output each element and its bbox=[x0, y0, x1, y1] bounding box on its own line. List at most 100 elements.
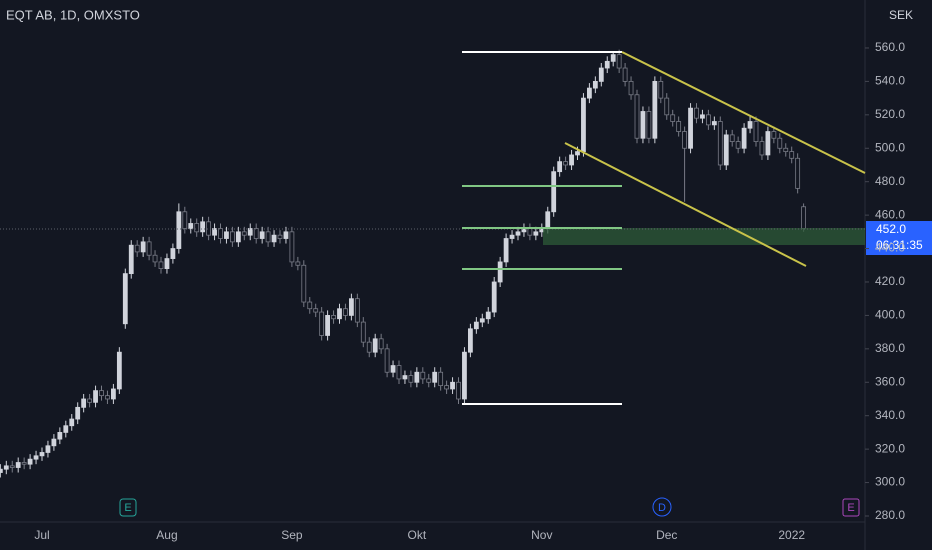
support-zone bbox=[543, 228, 865, 245]
candle-body bbox=[682, 131, 687, 149]
candle-body bbox=[253, 228, 259, 239]
candle-body bbox=[485, 311, 491, 320]
y-tick-label: 420.0 bbox=[875, 274, 905, 288]
candle-body bbox=[134, 244, 140, 253]
candle-body bbox=[729, 134, 735, 142]
candle-body bbox=[640, 111, 646, 139]
candle-body bbox=[569, 154, 574, 166]
candle-body bbox=[581, 97, 586, 153]
candle-body bbox=[694, 107, 699, 119]
candle-body bbox=[152, 254, 158, 263]
candle-body bbox=[3, 465, 9, 470]
candle-body bbox=[188, 223, 194, 229]
candle-body bbox=[456, 381, 461, 400]
candle-body bbox=[646, 111, 652, 139]
y-tick-label: 460.0 bbox=[875, 207, 905, 221]
event-marker[interactable] bbox=[652, 497, 672, 517]
last-price-box bbox=[866, 221, 932, 255]
candle-body bbox=[93, 390, 98, 403]
candle-body bbox=[158, 261, 164, 270]
candle-body bbox=[265, 231, 271, 243]
y-tick-label: 400.0 bbox=[875, 308, 905, 322]
candle-body bbox=[27, 458, 33, 465]
plot-area bbox=[0, 49, 806, 478]
candle-body bbox=[533, 231, 539, 236]
candle-body bbox=[438, 371, 444, 387]
candle-body bbox=[420, 371, 426, 380]
candle-body bbox=[295, 261, 301, 266]
candle-body bbox=[354, 298, 360, 323]
x-tick-label: Jul bbox=[34, 528, 49, 542]
candle-body bbox=[402, 375, 408, 380]
event-marker[interactable] bbox=[119, 498, 137, 517]
y-tick-label: 480.0 bbox=[875, 174, 905, 188]
event-label[interactable]: E bbox=[847, 502, 854, 514]
candle-body bbox=[200, 221, 206, 233]
candle-body bbox=[15, 462, 21, 468]
candle-body bbox=[57, 432, 63, 440]
candle-body bbox=[759, 141, 765, 156]
candle-body bbox=[116, 351, 122, 390]
candle-body bbox=[801, 206, 806, 229]
candle-body bbox=[69, 418, 75, 427]
candle-body bbox=[616, 54, 622, 69]
candle-body bbox=[598, 67, 604, 82]
candle-body bbox=[396, 365, 402, 380]
candle-body bbox=[337, 308, 342, 320]
candle-body bbox=[497, 261, 503, 283]
candle-body bbox=[206, 221, 212, 236]
candle-body bbox=[592, 81, 598, 89]
candle-body bbox=[479, 318, 485, 323]
candle-body bbox=[670, 114, 676, 122]
candle-body bbox=[63, 425, 69, 433]
candle-body bbox=[634, 94, 640, 139]
candle-body bbox=[51, 438, 57, 447]
candle-body bbox=[343, 308, 348, 316]
event-label[interactable]: E bbox=[124, 502, 131, 514]
currency[interactable]: SEK bbox=[889, 8, 913, 22]
candle-body bbox=[628, 81, 634, 96]
candle-body bbox=[765, 131, 771, 156]
candle-body bbox=[319, 311, 325, 336]
candle-body bbox=[432, 371, 438, 383]
candle-body bbox=[658, 81, 664, 99]
candle-body bbox=[622, 67, 628, 82]
candle-body bbox=[182, 211, 188, 229]
y-tick-label: 500.0 bbox=[875, 140, 905, 154]
candle-body bbox=[289, 231, 295, 263]
candle-body bbox=[462, 351, 467, 400]
y-tick-label: 300.0 bbox=[875, 475, 905, 489]
candle-body bbox=[688, 107, 693, 149]
candle-body bbox=[75, 406, 81, 420]
candle-body bbox=[408, 375, 414, 383]
y-tick-label: 280.0 bbox=[875, 508, 905, 522]
candle-body bbox=[366, 341, 372, 353]
candle-body bbox=[170, 248, 176, 259]
candle-body bbox=[414, 371, 420, 383]
candle-body bbox=[235, 231, 241, 243]
candle-body bbox=[551, 171, 557, 213]
event-label[interactable]: D bbox=[658, 502, 666, 514]
candle-body bbox=[111, 388, 116, 400]
candle-body bbox=[652, 81, 658, 139]
event-marker[interactable] bbox=[842, 498, 860, 517]
candle-body bbox=[259, 231, 265, 239]
candle-body bbox=[783, 147, 789, 153]
candle-body bbox=[545, 211, 551, 229]
candle-body bbox=[664, 97, 670, 116]
candle-body bbox=[283, 231, 289, 239]
candle-body bbox=[21, 462, 27, 465]
candle-body bbox=[700, 114, 705, 119]
candle-body bbox=[212, 228, 217, 236]
x-tick-label: Aug bbox=[156, 528, 177, 542]
candle-body bbox=[122, 273, 128, 325]
trend-line bbox=[621, 51, 866, 174]
candle-body bbox=[753, 121, 759, 142]
y-tick-label: 340.0 bbox=[875, 408, 905, 422]
candle-body bbox=[146, 241, 152, 256]
candle-body bbox=[390, 365, 396, 373]
candle-body bbox=[45, 445, 51, 453]
candle-body bbox=[735, 141, 741, 149]
